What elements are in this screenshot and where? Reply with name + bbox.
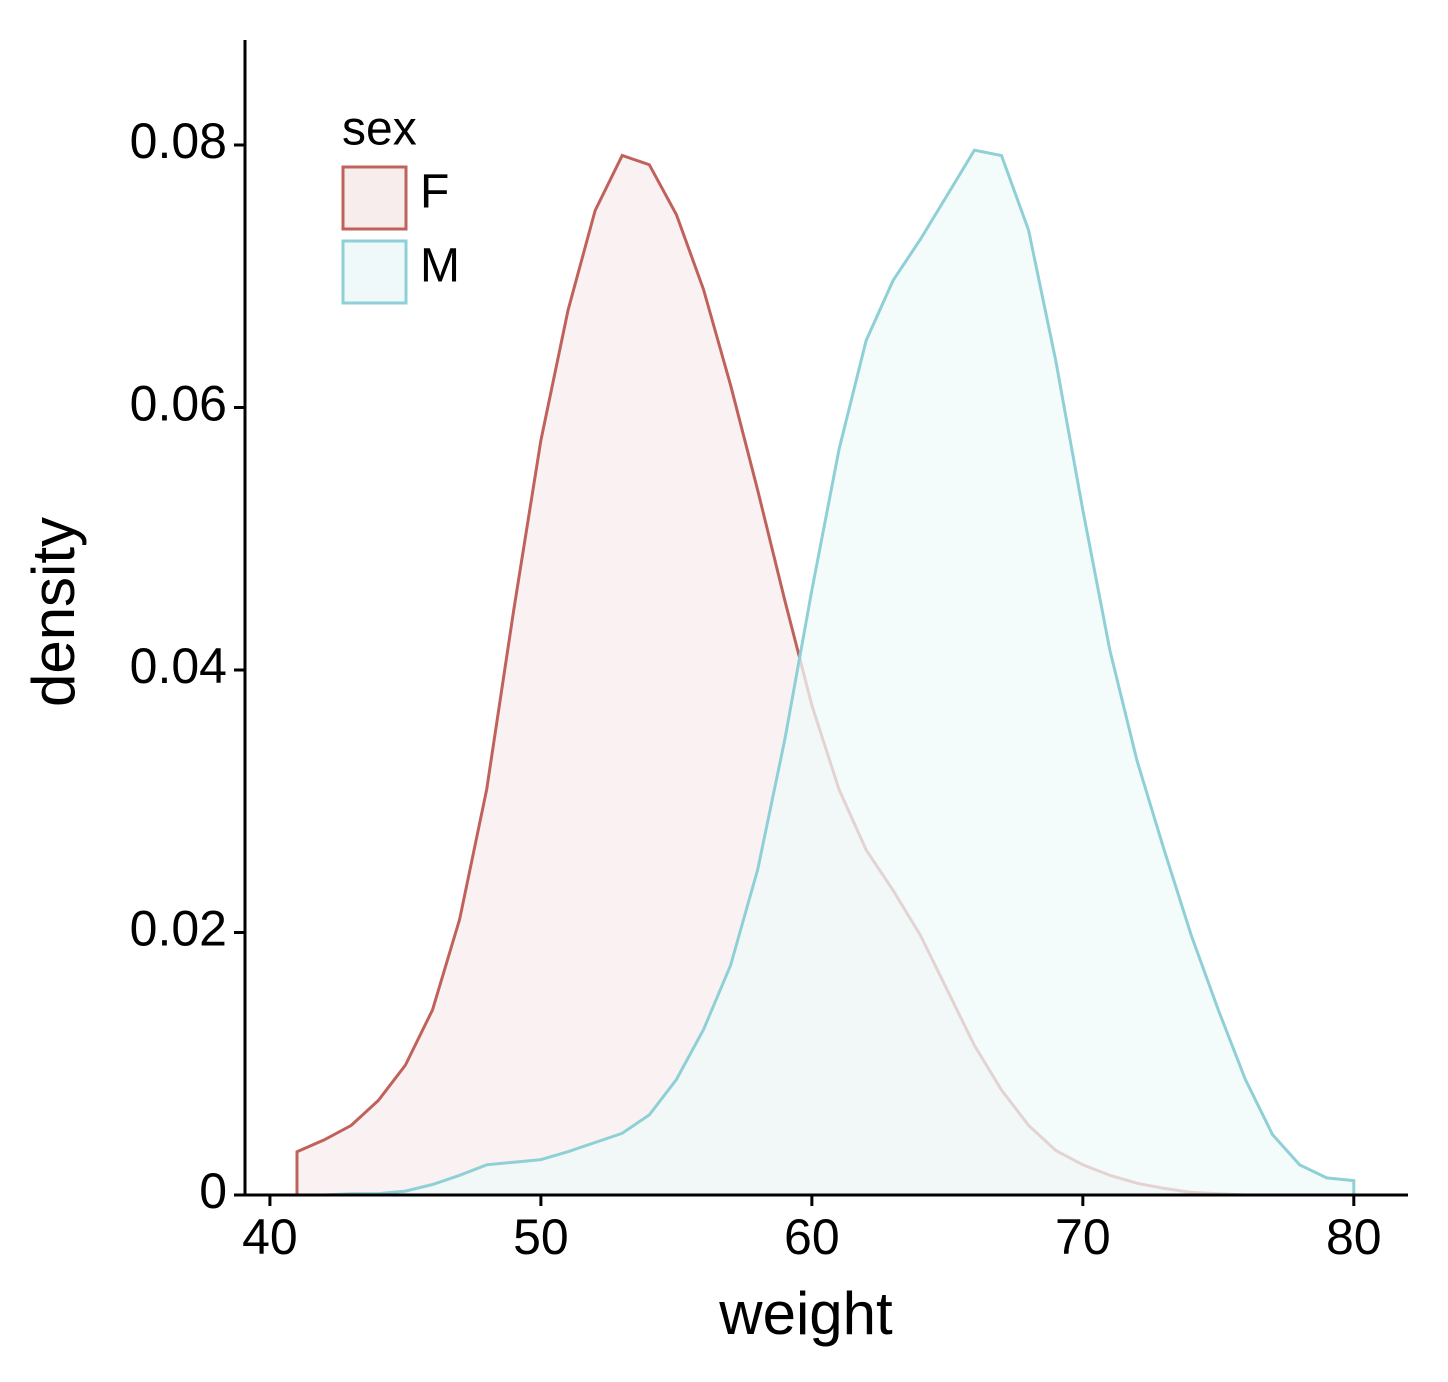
x-tick-label: 60	[784, 1209, 840, 1265]
y-tick-label: 0	[199, 1163, 227, 1219]
density-line	[297, 148, 1356, 1197]
density-area	[297, 150, 1354, 1196]
y-tick-label: 0.02	[130, 901, 227, 957]
x-tick-label: 70	[1055, 1209, 1111, 1265]
x-tick-label: 80	[1326, 1209, 1382, 1265]
x-axis-title: weight	[718, 1280, 893, 1347]
x-tick-label: 50	[513, 1209, 569, 1265]
legend-label: M	[420, 240, 460, 293]
legend-title: sex	[342, 103, 417, 156]
density-area	[297, 155, 1354, 1195]
y-tick-label: 0.08	[130, 113, 227, 169]
x-tick-label: 40	[242, 1209, 298, 1265]
legend-label: F	[420, 166, 449, 219]
y-tick-label: 0.04	[130, 638, 227, 694]
y-tick-label: 0.06	[130, 376, 227, 432]
y-axis-title: density	[20, 517, 87, 707]
areas	[295, 148, 1356, 1197]
legend-swatch	[341, 239, 408, 305]
legend-swatch	[341, 165, 408, 231]
